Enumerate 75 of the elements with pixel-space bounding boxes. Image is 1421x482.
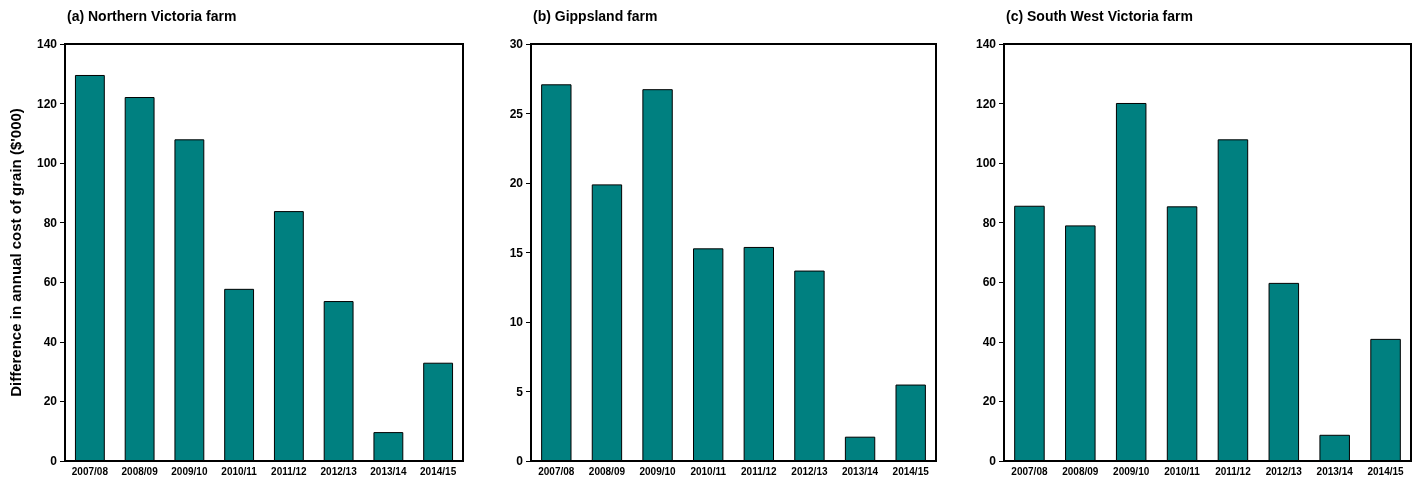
y-tick-label: 60 [43,275,58,290]
bar [794,270,825,461]
y-tick-label: 5 [516,384,524,399]
bar [1217,139,1249,461]
y-tick-label: 100 [975,156,997,171]
x-tick-label: 2010/11 [690,465,727,477]
bar [224,288,255,461]
x-tick-label: 2008/09 [1062,465,1099,477]
x-tick-label: 2007/08 [538,465,575,477]
x-tick-label: 2010/11 [221,465,258,477]
bar [273,211,304,461]
bar [124,97,155,461]
y-tick-label: 40 [982,334,997,349]
bar [1268,282,1300,461]
bar [541,84,572,461]
bar [591,184,623,461]
x-tick-label: 2009/10 [1113,465,1150,477]
y-tick-label: 20 [509,176,524,190]
bar [844,436,876,461]
x-tick-label: 2012/13 [1265,465,1303,477]
y-tick-label: 140 [975,37,997,51]
bar [693,248,724,461]
y-tick-label: 0 [516,454,524,468]
bar [642,89,673,461]
bar [895,384,926,461]
y-tick-label: 25 [509,106,524,121]
y-tick-label: 10 [509,315,524,329]
x-tick-label: 2008/09 [588,465,626,477]
x-tick-label: 2007/08 [1011,465,1048,477]
bar [1014,205,1045,461]
bar [1166,206,1198,461]
y-tick-label: 20 [982,394,997,409]
bar [743,246,774,461]
x-tick-label: 2012/13 [791,465,828,477]
bar [373,432,404,461]
bar [423,362,454,461]
bar [74,74,105,461]
y-tick-label: 20 [43,394,58,409]
y-tick-label: 30 [509,37,524,51]
bar [174,139,205,461]
x-tick-label: 2008/09 [121,465,159,477]
x-tick-label: 2009/10 [639,465,677,477]
y-tick-label: 120 [975,96,997,111]
y-tick-label: 40 [43,334,58,349]
y-tick-label: 120 [36,96,58,111]
y-tick-label: 0 [989,454,997,468]
y-tick-label: 60 [982,275,997,290]
x-tick-label: 2007/08 [71,465,109,477]
x-tick-label: 2011/12 [1215,465,1252,477]
y-tick-label: 80 [43,215,58,230]
bar [1065,225,1096,461]
x-tick-label: 2009/10 [171,465,208,477]
chart-title: (b) Gippsland farm [533,8,658,24]
x-tick-label: 2012/13 [320,465,358,477]
x-tick-label: 2014/15 [1367,465,1405,477]
bar [323,301,354,461]
x-tick-label: 2011/12 [271,465,308,477]
x-tick-label: 2014/15 [892,465,930,477]
y-tick-label: 15 [509,245,524,260]
x-tick-label: 2014/15 [420,465,457,477]
chart-title: (c) South West Victoria farm [1006,8,1193,24]
y-tick-label: 140 [36,37,58,51]
bar [1319,434,1350,461]
y-tick-label: 0 [50,454,58,468]
x-tick-label: 2011/12 [741,465,778,477]
bar [1115,102,1147,461]
x-tick-label: 2013/14 [370,465,407,477]
x-tick-label: 2013/14 [1316,465,1354,477]
x-tick-label: 2010/11 [1164,465,1201,477]
x-tick-label: 2013/14 [841,465,879,477]
y-tick-label: 100 [36,156,58,171]
bar [1370,338,1401,461]
y-axis-title: Difference in annual cost of grain ($'000) [7,108,24,397]
chart-title: (a) Northern Victoria farm [67,8,237,24]
y-tick-label: 80 [982,215,997,230]
